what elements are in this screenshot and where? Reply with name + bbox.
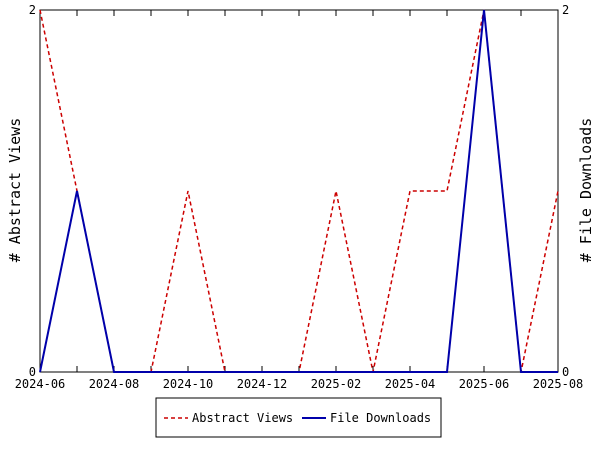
- x-tick-label: 2025-02: [311, 377, 362, 391]
- plot-area: [39, 9, 559, 373]
- x-tick-label: 2025-04: [385, 377, 436, 391]
- y-tick-label-right: 2: [562, 3, 569, 17]
- series-layer: [39, 9, 559, 373]
- y-axis-label-left: # Abstract Views: [6, 118, 24, 263]
- y-tick-label-left: 0: [29, 365, 36, 379]
- axis-ticks: 2024-06 2024-08 2024-10 2024-12 2025-02 2025-…: [15, 3, 584, 391]
- legend-box: [155, 397, 442, 438]
- series-line-file-downloads: [39, 9, 558, 373]
- y-axis-label-right: # File Downloads: [577, 118, 595, 263]
- x-tick-label: 2025-06: [459, 377, 510, 391]
- y-tick-label-left: 2: [29, 3, 36, 17]
- y-tick-label-right: 0: [562, 365, 569, 379]
- legend-label-file-downloads: File Downloads: [330, 411, 431, 425]
- legend-label-abstract-views: Abstract Views: [192, 411, 293, 425]
- x-tick-label: 2025-08: [533, 377, 584, 391]
- x-tick-label: 2024-10: [163, 377, 214, 391]
- x-tick-label: 2024-08: [89, 377, 140, 391]
- x-tick-label: 2024-12: [237, 377, 288, 391]
- series-line-abstract-views: [39, 9, 559, 373]
- plot-frame: [39, 9, 559, 373]
- legend: Abstract Views File Downloads: [155, 397, 442, 438]
- x-tick-label: 2024-06: [15, 377, 66, 391]
